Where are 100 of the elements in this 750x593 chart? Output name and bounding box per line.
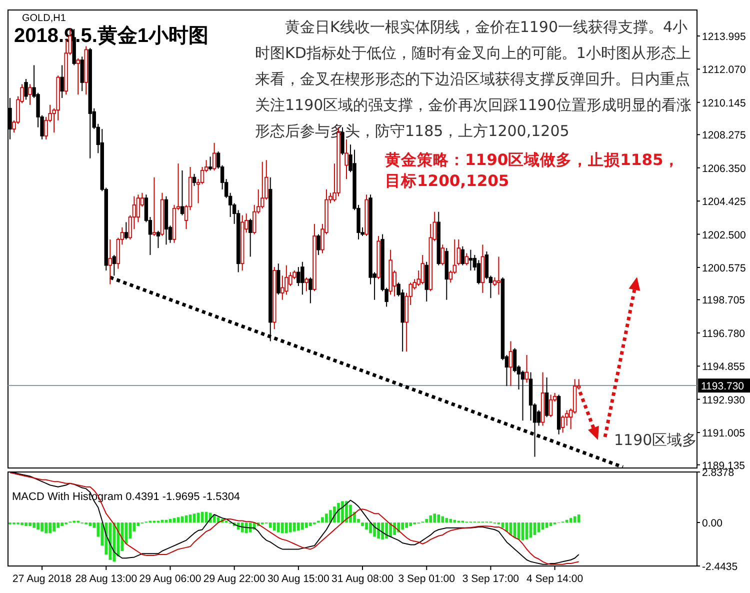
- bar: [365, 522, 368, 530]
- candlestick: [544, 376, 549, 418]
- bar: [325, 514, 328, 523]
- bar: [381, 522, 384, 540]
- bar: [108, 522, 112, 560]
- bar: [433, 514, 436, 523]
- bar: [337, 502, 340, 523]
- bar: [329, 510, 332, 523]
- bar: [321, 517, 324, 523]
- x-tick-label: 3 Sep 17:00: [462, 573, 520, 585]
- chart-subtitle: GOLD,H1: [22, 13, 66, 24]
- x-tick-label: 28 Aug 13:00: [75, 573, 138, 585]
- candlestick: [276, 263, 280, 296]
- candlestick: [300, 261, 304, 296]
- candlestick: [60, 64, 64, 98]
- x-tick-label: 4 Sep 14:00: [526, 573, 584, 585]
- bar: [172, 518, 176, 523]
- candlestick: [496, 256, 501, 296]
- bar: [369, 522, 372, 534]
- bar: [48, 522, 52, 534]
- bar: [40, 522, 44, 532]
- bar: [301, 522, 304, 530]
- candlestick: [108, 238, 112, 285]
- y-tick-label: 1200.575: [702, 262, 746, 274]
- bar: [276, 522, 280, 532]
- candlestick: [76, 58, 80, 96]
- candlestick: [180, 170, 184, 216]
- x-tick-label: 29 Aug 06:00: [139, 573, 202, 585]
- y-tick-label: 1213.995: [702, 30, 746, 43]
- bar: [401, 522, 404, 530]
- candlestick: [252, 204, 256, 235]
- bar: [20, 522, 24, 526]
- bar: [297, 522, 300, 531]
- x-tick-label: 3 Sep 01:00: [398, 573, 456, 585]
- bar: [309, 522, 312, 526]
- bar: [272, 522, 276, 531]
- candlestick: [460, 246, 465, 266]
- candlestick: [548, 394, 553, 418]
- y-tick-label: -2.4435: [702, 561, 738, 573]
- candlestick: [136, 194, 140, 223]
- y-tick-label: 0.00: [702, 518, 723, 530]
- bar: [28, 522, 32, 526]
- x-tick-label: 31 Aug 08:00: [332, 573, 394, 585]
- candlestick: [524, 354, 529, 384]
- bar: [305, 522, 308, 528]
- bar: [449, 518, 452, 523]
- annotation: 黄金策略：1190区域做多，止损1185，目标1200,1205: [385, 150, 680, 192]
- bar: [425, 518, 428, 523]
- y-tick-label: 1212.070: [702, 64, 746, 76]
- candlestick: [28, 84, 32, 106]
- x-tick-label: 30 Aug 15:00: [267, 573, 330, 585]
- bar: [429, 515, 432, 523]
- candlestick: [464, 252, 469, 266]
- bar: [176, 517, 180, 523]
- candlestick: [508, 340, 513, 387]
- candlestick: [212, 142, 216, 171]
- candlestick: [440, 244, 444, 266]
- bar: [445, 518, 448, 523]
- y-tick-label: 1204.425: [702, 196, 746, 208]
- bar: [56, 522, 60, 528]
- bar: [268, 522, 272, 528]
- bar: [196, 512, 200, 523]
- annotation: 1190区域多: [614, 431, 698, 450]
- ref-line-label: 1193.730: [701, 380, 744, 393]
- candlestick: [468, 249, 473, 271]
- bar: [52, 522, 56, 532]
- bar: [32, 522, 36, 528]
- candlestick: [248, 218, 252, 258]
- candlestick: [80, 56, 84, 92]
- candlestick: [304, 276, 308, 292]
- candlestick: [476, 260, 481, 285]
- bar: [409, 522, 412, 526]
- bar: [437, 514, 440, 523]
- y-tick-label: 1198.705: [702, 294, 746, 307]
- bar: [545, 522, 548, 528]
- candlestick: [208, 156, 212, 171]
- bar: [293, 522, 296, 532]
- bar: [373, 522, 376, 537]
- x-tick-label: 29 Aug 22:00: [203, 573, 266, 585]
- candlestick: [344, 138, 348, 180]
- y-tick-label: 1206.350: [702, 162, 746, 175]
- candlestick: [192, 173, 196, 186]
- bar: [24, 522, 28, 526]
- bar: [192, 514, 196, 523]
- x-tick-label: 27 Aug 2018: [12, 573, 72, 585]
- bar: [501, 522, 504, 528]
- bar: [385, 522, 388, 539]
- y-tick-label: 1210.145: [702, 97, 746, 110]
- candlestick: [520, 370, 525, 422]
- y-tick-label: 1208.275: [702, 130, 746, 142]
- candlestick: [420, 254, 424, 285]
- candlestick: [560, 414, 565, 434]
- bar: [537, 522, 540, 532]
- bar: [36, 522, 40, 530]
- bar: [405, 522, 408, 528]
- y-tick-label: 2.8378: [702, 467, 734, 479]
- candlestick: [24, 78, 28, 100]
- candlestick: [308, 276, 312, 304]
- bar: [44, 522, 48, 534]
- candlestick: [124, 222, 128, 240]
